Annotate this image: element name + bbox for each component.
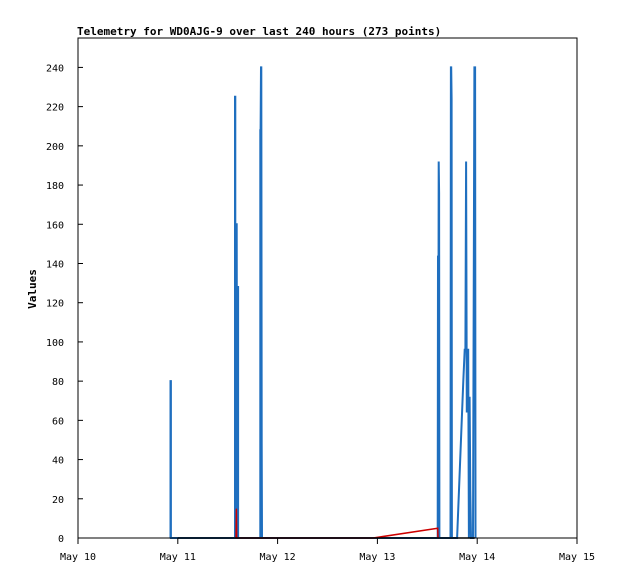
- y-tick-label: 180: [46, 181, 64, 192]
- y-tick-label: 60: [52, 416, 64, 427]
- y-tick-label: 160: [46, 220, 64, 231]
- y-tick-label: 20: [52, 495, 64, 506]
- x-tick-label: May 12: [260, 552, 296, 563]
- y-tick-label: 40: [52, 456, 64, 467]
- y-tick-label: 80: [52, 377, 64, 388]
- series-layer: [169, 66, 477, 539]
- y-tick-label: 0: [58, 534, 64, 545]
- x-axis: May 10 May 11 May 12 May 13 May 14 May 15: [60, 538, 595, 563]
- series-line-2: [235, 508, 439, 539]
- x-tick-label: May 10: [60, 552, 96, 563]
- y-axis-label: Values: [26, 269, 39, 309]
- x-tick-label: May 15: [559, 552, 595, 563]
- y-tick-label: 100: [46, 338, 64, 349]
- y-tick-label: 220: [46, 103, 64, 114]
- x-tick-label: May 14: [459, 552, 495, 563]
- y-tick-label: 200: [46, 142, 64, 153]
- plot-frame: [77, 37, 578, 539]
- y-axis: 0 20 40 60 80 100 120 140 160 180 200 220 240: [46, 63, 83, 545]
- series-line-1: [169, 66, 477, 539]
- y-tick-label: 120: [46, 299, 64, 310]
- y-tick-label: 240: [46, 63, 64, 74]
- chart-title: Telemetry for WD0AJG-9 over last 240 hou…: [77, 25, 441, 38]
- x-tick-label: May 13: [359, 552, 395, 563]
- x-tick-label: May 11: [160, 552, 196, 563]
- y-tick-label: 140: [46, 259, 64, 270]
